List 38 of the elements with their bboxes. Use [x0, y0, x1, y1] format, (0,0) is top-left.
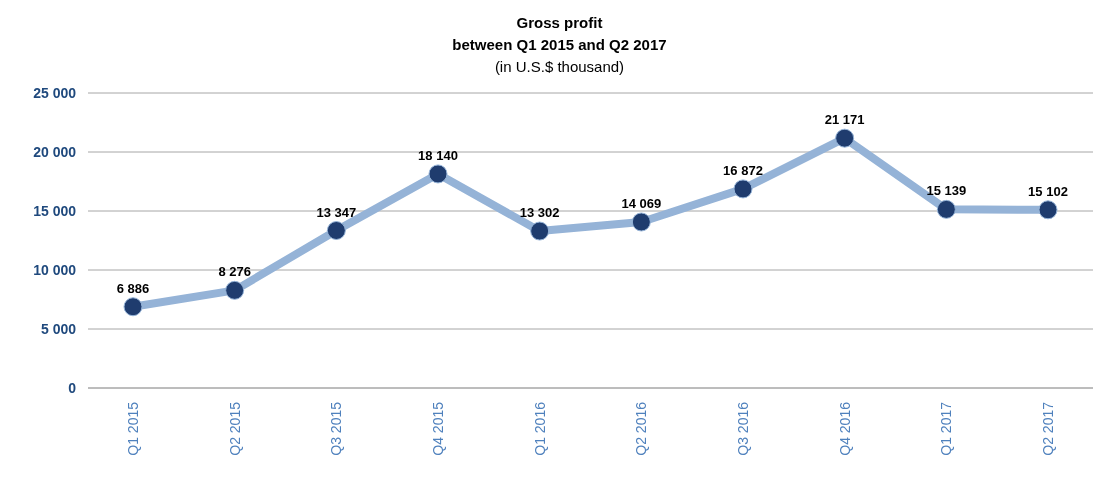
data-label: 15 102	[1028, 183, 1068, 199]
point	[835, 128, 855, 148]
x-tick-label: Q4 2016	[836, 401, 853, 456]
x-tick-label: Q3 2015	[328, 401, 345, 456]
data-label: 8 276	[218, 264, 251, 280]
data-label: 18 140	[418, 147, 458, 163]
x-tick-label: Q2 2017	[1040, 401, 1056, 456]
point	[1038, 200, 1058, 220]
x-tick-label: Q2 2016	[633, 401, 650, 456]
data-label: 13 347	[316, 204, 357, 220]
x-tick-label: Q1 2015	[125, 401, 141, 456]
point	[936, 199, 956, 219]
point	[123, 297, 143, 317]
x-tick-label: Q4 2015	[430, 401, 446, 456]
y-tick-label: 5 000	[40, 321, 77, 337]
x-tick-label: Q1 2017	[938, 401, 955, 456]
point	[530, 221, 550, 241]
point	[326, 221, 346, 241]
chart-title: Gross profit	[515, 13, 604, 33]
data-label: 6 886	[116, 280, 150, 296]
chart-subtitle: between Q1 2015 and Q2 2017 (in U.S.$ thousand)	[451, 35, 668, 77]
data-label: 15 139	[926, 183, 967, 199]
point	[733, 179, 753, 199]
data-label: 14 069	[621, 195, 662, 211]
data-label: 13 302	[519, 205, 560, 221]
x-tick-label: Q3 2016	[735, 401, 751, 456]
y-tick-label: 20 000	[33, 144, 77, 160]
data-label: 21 171	[824, 112, 865, 128]
point	[631, 212, 651, 232]
data-label: 16 872	[723, 162, 763, 178]
x-tick-label: Q1 2016	[531, 401, 548, 456]
y-tick-label: 10 000	[33, 262, 77, 278]
point	[225, 280, 245, 300]
y-tick-label: 0	[68, 380, 77, 396]
point	[428, 164, 448, 184]
y-tick-label: 25 000	[33, 85, 77, 101]
y-tick-label: 15 000	[33, 203, 77, 219]
x-tick-label: Q2 2015	[226, 401, 243, 456]
